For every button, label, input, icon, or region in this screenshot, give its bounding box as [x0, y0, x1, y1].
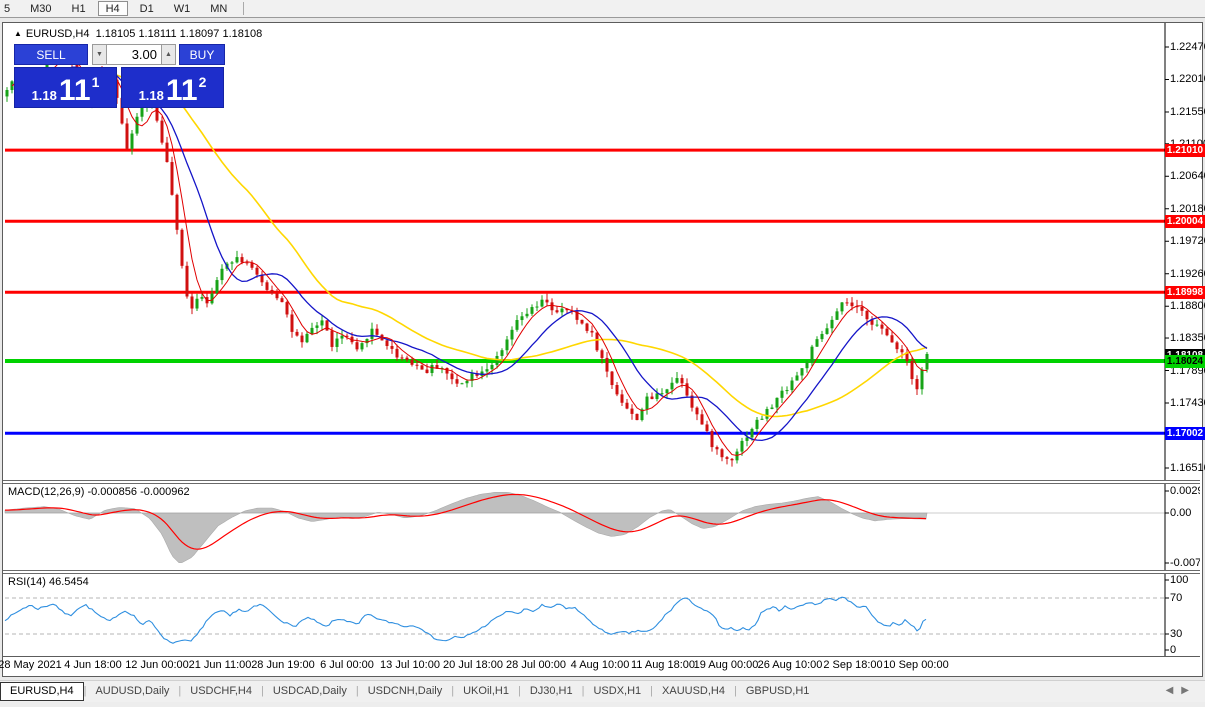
- chart-tab-bar: EURUSD,H4 | AUDUSD,Daily | USDCHF,H4 | USDCAD,…: [0, 680, 1205, 703]
- status-strip: [0, 702, 1205, 707]
- time-axis-label: 13 Jul 10:00: [380, 659, 440, 671]
- panel-separator[interactable]: [3, 570, 1200, 573]
- tab-usdcad-daily[interactable]: USDCAD,Daily: [272, 685, 347, 697]
- tab-eurusd-h4[interactable]: EURUSD,H4: [0, 682, 84, 701]
- time-axis-label: 11 Aug 18:00: [630, 659, 696, 671]
- chart-window: MACD(12,26,9) -0.000856 -0.000962 0.0029…: [0, 22, 1205, 677]
- timeframe-button-h4[interactable]: H4: [97, 1, 128, 16]
- time-axis-label: 12 Jun 00:00: [125, 659, 189, 671]
- tab-usdchf-h4[interactable]: USDCHF,H4: [190, 685, 252, 697]
- buy-price-point: 2: [198, 74, 207, 90]
- sell-price-display[interactable]: 1.18 11 1: [14, 67, 117, 108]
- time-axis-label: 20 Jul 18:00: [443, 659, 503, 671]
- timeframe-button-m30[interactable]: M30: [22, 1, 59, 16]
- timeframe-button-mn[interactable]: MN: [202, 1, 235, 16]
- time-axis-label: 26 Aug 10:00: [757, 659, 823, 671]
- macd-label: MACD(12,26,9) -0.000856 -0.000962: [8, 486, 190, 498]
- tab-scroll-left-button[interactable]: ◀: [1165, 685, 1182, 696]
- buy-price-base: 1.18: [138, 88, 164, 103]
- rsi-axis-label: 0: [1170, 644, 1177, 656]
- tab-usdx-h1[interactable]: USDX,H1: [593, 685, 642, 697]
- main-chart-area[interactable]: [3, 23, 1200, 480]
- macd-axis-label: 0.002947: [1170, 485, 1200, 497]
- tab-separator: |: [581, 685, 585, 697]
- tab-separator: |: [650, 685, 654, 697]
- time-axis[interactable]: 28 May 2021 4 Jun 18:00 12 Jun 00:00 21 Jun…: [0, 657, 1200, 675]
- sell-price-point: 1: [91, 74, 100, 90]
- tab-separator: |: [517, 685, 521, 697]
- tab-separator: |: [178, 685, 182, 697]
- time-axis-label: 28 Jul 00:00: [506, 659, 566, 671]
- chart-title-symbol: EURUSD,H4: [25, 28, 90, 40]
- time-axis-label: 19 Aug 00:00: [693, 659, 759, 671]
- tab-gbpusd-h1[interactable]: GBPUSD,H1: [745, 685, 810, 697]
- volume-increase-button[interactable]: ▲: [161, 44, 176, 65]
- panel-separator[interactable]: [3, 480, 1200, 483]
- rsi-canvas[interactable]: [3, 574, 1200, 656]
- tab-scroll-buttons: ◀▶: [1166, 685, 1197, 696]
- chart-title-ohlc: 1.18105 1.18111 1.18097 1.18108: [95, 28, 263, 40]
- tab-usdcnh-daily[interactable]: USDCNH,Daily: [367, 685, 443, 697]
- timeframe-button-5[interactable]: 5: [0, 1, 18, 16]
- tab-separator: |: [261, 685, 264, 697]
- tab-xauusd-h4[interactable]: XAUUSD,H4: [662, 685, 725, 697]
- time-axis-label: 6 Jul 00:00: [320, 659, 374, 671]
- symbol-marker-icon: ▲: [14, 29, 22, 38]
- sell-button[interactable]: SELL: [14, 44, 88, 65]
- chart-title: ▲ EURUSD,H4 1.18105 1.18111 1.18097 1.181…: [14, 28, 262, 40]
- tab-audusd-daily[interactable]: AUDUSD,Daily: [95, 685, 170, 697]
- volume-stepper: ▼ 3.00 ▲: [92, 44, 176, 65]
- volume-decrease-button[interactable]: ▼: [92, 44, 107, 65]
- sell-price-base: 1.18: [31, 88, 57, 103]
- toolbar-separator: [243, 2, 245, 15]
- macd-panel[interactable]: MACD(12,26,9) -0.000856 -0.000962 0.0029…: [3, 483, 1200, 571]
- chevron-up-icon: ▲: [165, 51, 172, 58]
- tab-separator: |: [451, 685, 455, 697]
- chevron-down-icon: ▼: [96, 51, 103, 58]
- timeframe-toolbar: 5 M30 H1 H4 D1 W1 MN: [0, 0, 1205, 18]
- macd-canvas[interactable]: [3, 484, 1200, 571]
- buy-button[interactable]: BUY: [179, 44, 225, 65]
- tab-ukoil-h1[interactable]: UKOil,H1: [463, 685, 509, 697]
- time-axis-label: 28 May 2021: [0, 659, 62, 671]
- price-chart-canvas[interactable]: [3, 23, 1200, 480]
- rsi-label: RSI(14) 46.5454: [8, 576, 89, 588]
- macd-axis-label: -0.00715: [1170, 557, 1200, 569]
- rsi-axis-label: 70: [1170, 592, 1183, 604]
- tab-separator: |: [83, 685, 87, 697]
- time-axis-label: 28 Jun 19:00: [251, 659, 315, 671]
- macd-axis-label: 0.00: [1170, 507, 1192, 519]
- timeframe-button-d1[interactable]: D1: [132, 1, 162, 16]
- time-axis-label: 4 Jun 18:00: [64, 659, 122, 671]
- rsi-panel[interactable]: RSI(14) 46.5454 100 70 30 0: [3, 573, 1200, 657]
- volume-input[interactable]: 3.00: [107, 44, 161, 65]
- buy-price-display[interactable]: 1.18 11 2: [121, 67, 224, 108]
- time-axis-label: 2 Sep 18:00: [823, 659, 883, 671]
- timeframe-button-h1[interactable]: H1: [64, 1, 94, 16]
- rsi-axis-label: 100: [1170, 574, 1189, 586]
- time-axis-label: 21 Jun 11:00: [188, 659, 252, 671]
- time-axis-label: 10 Sep 00:00: [883, 659, 949, 671]
- buy-price-pips: 11: [165, 74, 198, 107]
- tab-dj30-h1[interactable]: DJ30,H1: [529, 685, 573, 697]
- time-axis-label: 4 Aug 10:00: [570, 659, 630, 671]
- rsi-axis-label: 30: [1170, 628, 1183, 640]
- sell-price-pips: 11: [58, 74, 91, 107]
- tab-separator: |: [733, 685, 737, 697]
- timeframe-button-w1[interactable]: W1: [166, 1, 199, 16]
- tab-separator: |: [355, 685, 359, 697]
- tab-scroll-right-button[interactable]: ▶: [1181, 685, 1197, 696]
